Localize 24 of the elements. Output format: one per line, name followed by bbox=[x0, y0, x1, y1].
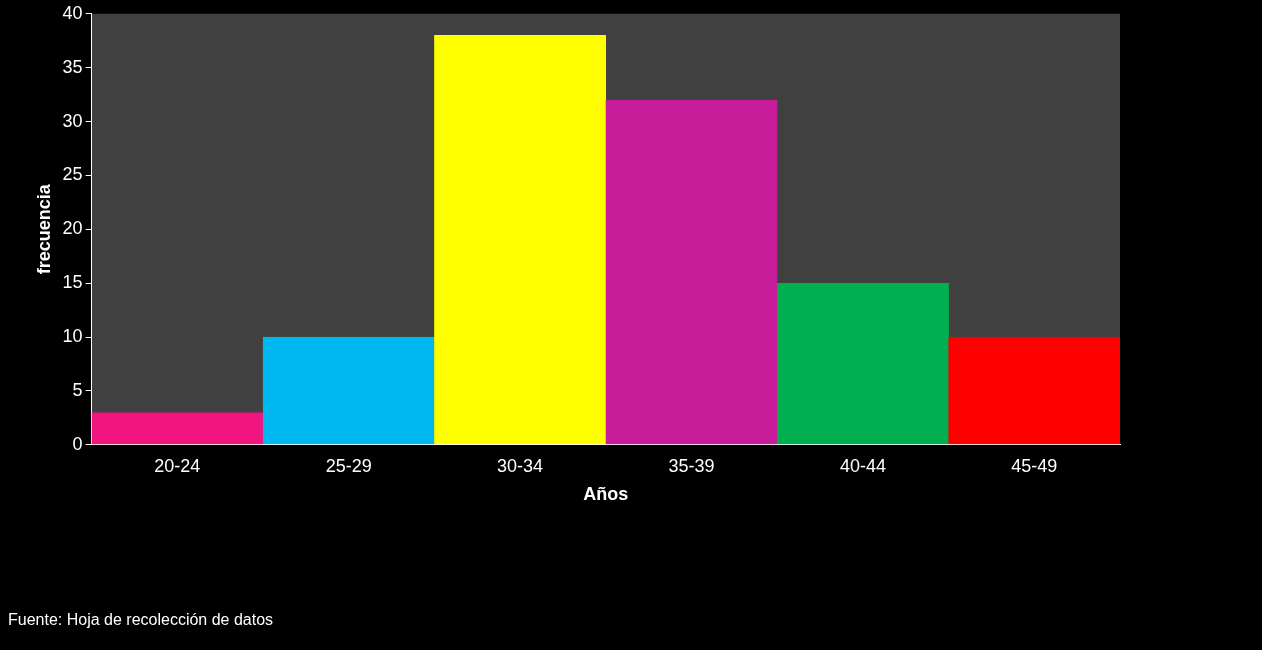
y-tick-label: 20 bbox=[62, 218, 83, 239]
y-tick-label: 25 bbox=[62, 164, 83, 185]
x-tick-label: 35-39 bbox=[668, 455, 715, 476]
y-tick-label: 10 bbox=[62, 326, 83, 347]
y-tick-label: 0 bbox=[72, 433, 83, 454]
x-tick-label: 30-34 bbox=[497, 455, 544, 476]
y-axis-title: frecuencia bbox=[33, 183, 54, 275]
bar bbox=[91, 412, 264, 445]
y-tick-label: 30 bbox=[62, 110, 83, 131]
y-tick-label: 40 bbox=[62, 2, 83, 23]
bar bbox=[776, 282, 949, 445]
bar bbox=[948, 336, 1120, 445]
y-tick-label: 5 bbox=[72, 379, 83, 400]
x-axis-title: Años bbox=[583, 484, 629, 505]
source-note: Fuente: Hoja de recolección de datos bbox=[8, 611, 274, 629]
y-tick-label: 35 bbox=[62, 56, 83, 77]
x-tick-label: 25-29 bbox=[325, 455, 372, 476]
bar bbox=[434, 35, 607, 445]
x-tick-label: 40-44 bbox=[839, 455, 886, 476]
x-tick-label: 20-24 bbox=[154, 455, 201, 476]
bar bbox=[262, 336, 435, 445]
x-tick-label: 45-49 bbox=[1011, 455, 1058, 476]
y-tick-label: 15 bbox=[62, 272, 83, 293]
bar bbox=[605, 99, 778, 445]
